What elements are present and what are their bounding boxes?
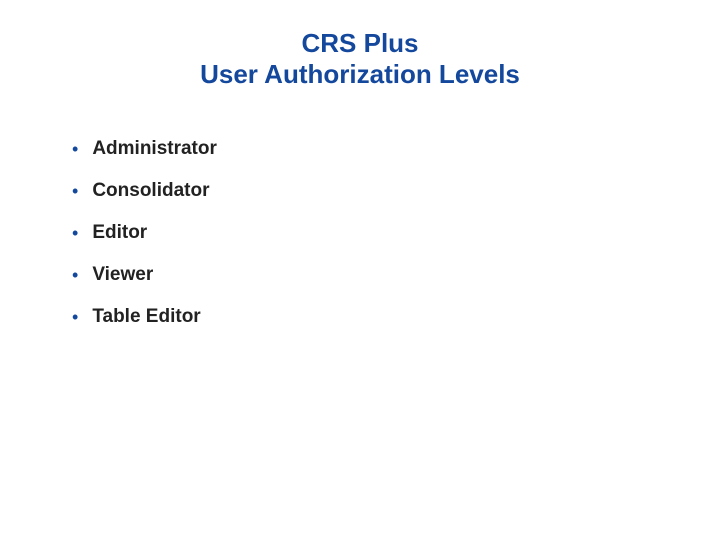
bullet-icon: • [72, 266, 78, 284]
title-line-1: CRS Plus [0, 28, 720, 59]
list-item: • Table Editor [72, 306, 217, 328]
list-item: • Consolidator [72, 180, 217, 202]
slide: CRS Plus User Authorization Levels • Adm… [0, 0, 720, 540]
list-item: • Editor [72, 222, 217, 244]
list-item: • Viewer [72, 264, 217, 286]
bullet-icon: • [72, 308, 78, 326]
bullet-list: • Administrator • Consolidator • Editor … [72, 138, 217, 348]
bullet-text: Consolidator [92, 180, 209, 202]
list-item: • Administrator [72, 138, 217, 160]
bullet-text: Table Editor [92, 306, 200, 328]
title-line-2: User Authorization Levels [0, 59, 720, 90]
bullet-text: Administrator [92, 138, 217, 160]
bullet-icon: • [72, 182, 78, 200]
bullet-text: Viewer [92, 264, 153, 286]
slide-title: CRS Plus User Authorization Levels [0, 28, 720, 90]
bullet-text: Editor [92, 222, 147, 244]
bullet-icon: • [72, 224, 78, 242]
bullet-icon: • [72, 140, 78, 158]
